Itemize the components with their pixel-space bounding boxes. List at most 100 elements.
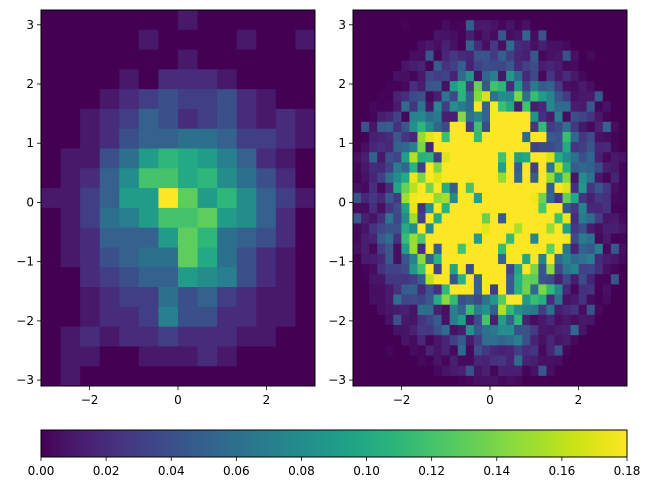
heatmap-cell bbox=[586, 314, 596, 326]
heatmap-cell bbox=[275, 267, 296, 288]
heatmap-cell bbox=[425, 375, 435, 387]
heatmap-cell bbox=[158, 49, 179, 70]
heatmap-cell bbox=[385, 192, 394, 204]
heatmap-cell bbox=[594, 325, 604, 336]
heatmap-cell bbox=[377, 304, 386, 316]
heatmap-cell bbox=[425, 30, 435, 41]
heatmap-cell bbox=[377, 345, 386, 357]
heatmap-cell bbox=[602, 50, 612, 62]
heatmap-cell bbox=[377, 274, 386, 285]
heatmap-cell bbox=[522, 274, 531, 285]
heatmap-cell bbox=[457, 274, 467, 285]
heatmap-cell bbox=[361, 233, 370, 245]
heatmap-cell bbox=[425, 243, 435, 255]
heatmap-cell bbox=[514, 40, 523, 52]
heatmap-cell bbox=[353, 345, 362, 357]
heatmap-cell bbox=[377, 335, 386, 346]
heatmap-cell bbox=[498, 355, 507, 367]
heatmap-cell bbox=[618, 335, 628, 346]
heatmap-cell bbox=[594, 355, 604, 367]
heatmap-cell bbox=[602, 81, 612, 92]
heatmap-cell bbox=[594, 91, 604, 102]
heatmap-cell bbox=[578, 294, 588, 306]
heatmap-cell bbox=[457, 70, 467, 82]
heatmap-cell bbox=[441, 60, 451, 72]
heatmap-cell bbox=[602, 304, 612, 316]
heatmap-cell bbox=[385, 131, 394, 143]
heatmap-cell bbox=[361, 304, 370, 316]
heatmap-cell bbox=[481, 253, 491, 265]
heatmap-cell bbox=[562, 152, 572, 163]
heatmap-cell bbox=[481, 50, 491, 62]
heatmap-cell bbox=[578, 30, 588, 41]
heatmap-cell bbox=[256, 49, 277, 70]
heatmap-cell bbox=[385, 325, 394, 336]
heatmap-cell bbox=[80, 89, 101, 110]
heatmap-cell bbox=[562, 121, 572, 133]
heatmap-cell bbox=[425, 162, 435, 174]
heatmap-cell bbox=[385, 30, 394, 41]
heatmap-cell bbox=[425, 70, 435, 82]
heatmap-cell bbox=[554, 50, 564, 62]
heatmap-cell bbox=[473, 182, 483, 194]
heatmap-cell bbox=[377, 223, 386, 235]
heatmap-cell bbox=[80, 168, 101, 189]
heatmap-cell bbox=[586, 345, 596, 357]
heatmap-cell bbox=[610, 101, 620, 113]
heatmap-cell bbox=[490, 335, 499, 346]
heatmap-cell bbox=[361, 101, 370, 113]
heatmap-cell bbox=[498, 50, 507, 62]
heatmap-cell bbox=[217, 287, 238, 308]
heatmap-cell bbox=[570, 20, 580, 31]
heatmap-cell bbox=[409, 243, 418, 255]
heatmap-cell bbox=[570, 345, 580, 357]
heatmap-cell bbox=[217, 108, 238, 130]
heatmap-cell bbox=[514, 253, 523, 265]
heatmap-cell bbox=[449, 203, 459, 214]
heatmap-cell bbox=[522, 30, 531, 41]
heatmap-cell bbox=[506, 355, 515, 367]
heatmap-cell bbox=[41, 207, 62, 229]
heatmap-cell bbox=[594, 142, 604, 153]
heatmap-cell bbox=[506, 182, 515, 194]
heatmap-cell bbox=[465, 182, 475, 194]
heatmap-cell bbox=[618, 50, 628, 62]
heatmap-cell bbox=[498, 162, 507, 174]
heatmap-cell bbox=[530, 70, 539, 82]
heatmap-cell bbox=[41, 366, 62, 387]
heatmap-cell bbox=[433, 91, 443, 102]
heatmap-cell bbox=[457, 304, 467, 316]
heatmap-cell bbox=[602, 30, 612, 41]
heatmap-cell bbox=[441, 355, 451, 367]
heatmap-cell bbox=[449, 101, 459, 113]
heatmap-cell bbox=[514, 60, 523, 72]
heatmap-cell bbox=[433, 253, 443, 265]
heatmap-cell bbox=[506, 142, 515, 153]
heatmap-cell bbox=[449, 375, 459, 387]
heatmap-cell bbox=[498, 253, 507, 265]
heatmap-cell bbox=[417, 121, 427, 133]
heatmap-cell bbox=[60, 267, 81, 288]
heatmap-cell bbox=[594, 40, 604, 52]
heatmap-cell bbox=[409, 355, 418, 367]
heatmap-cell bbox=[457, 142, 467, 153]
heatmap-cell bbox=[562, 172, 572, 184]
heatmap-cell bbox=[602, 172, 612, 184]
heatmap-cell bbox=[602, 70, 612, 82]
heatmap-cell bbox=[522, 162, 531, 174]
heatmap-cell bbox=[538, 30, 547, 41]
heatmap-cell bbox=[570, 172, 580, 184]
heatmap-cell bbox=[369, 70, 378, 82]
heatmap-cell bbox=[465, 375, 475, 387]
heatmap-cell bbox=[41, 306, 62, 328]
heatmap-cell bbox=[178, 49, 199, 70]
heatmap-cell bbox=[401, 335, 410, 346]
heatmap-cell bbox=[562, 10, 572, 21]
heatmap-cell bbox=[353, 203, 362, 214]
heatmap-cell bbox=[538, 274, 547, 285]
heatmap-cell bbox=[197, 267, 218, 288]
heatmap-cell bbox=[562, 162, 572, 174]
heatmap-cell bbox=[530, 335, 539, 346]
heatmap-cell bbox=[385, 172, 394, 184]
heatmap-cell bbox=[119, 69, 140, 90]
